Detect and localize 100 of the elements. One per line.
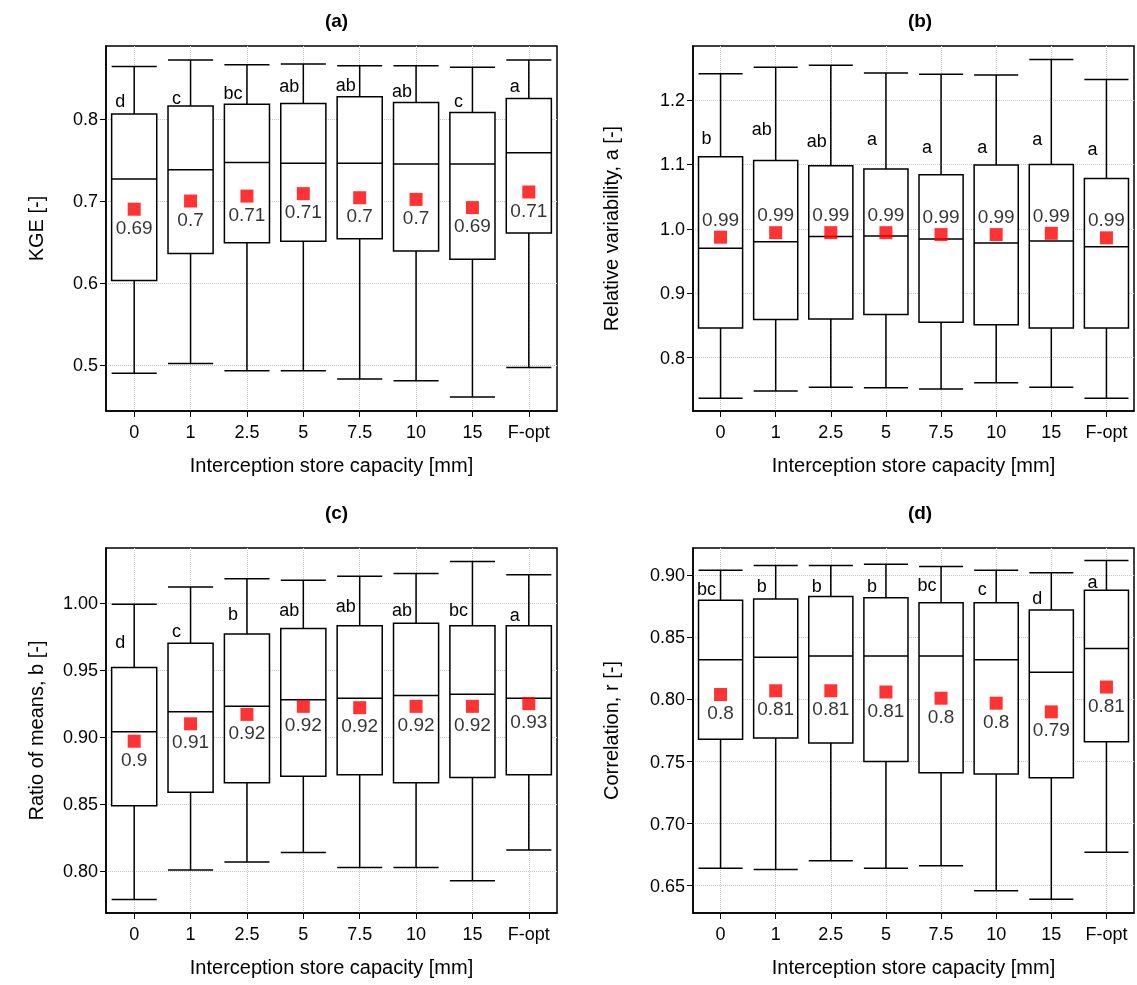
point bbox=[409, 192, 423, 206]
point bbox=[184, 717, 198, 731]
y-tick-label: 0.80 bbox=[649, 689, 685, 710]
annotation: a bbox=[509, 605, 521, 626]
x-tick-label: 5 bbox=[298, 422, 309, 442]
point bbox=[296, 187, 310, 201]
x-tick-label: 10 bbox=[406, 422, 427, 442]
x-tick-label: 2.5 bbox=[818, 924, 844, 944]
annotation: b bbox=[866, 576, 877, 597]
annotation: bc bbox=[697, 578, 717, 599]
data-label: 0.8 bbox=[982, 710, 1010, 732]
x-tick-label: F-opt bbox=[1085, 422, 1128, 442]
annotation: a bbox=[866, 129, 878, 150]
data-label: 0.92 bbox=[228, 721, 266, 743]
point bbox=[769, 684, 783, 698]
annotation: a bbox=[509, 76, 521, 97]
y-tick-label: 0.9 bbox=[659, 283, 685, 304]
y-tick-label: 1.00 bbox=[62, 593, 98, 614]
annotation: ab bbox=[279, 599, 300, 620]
y-tick-label: 0.5 bbox=[72, 355, 98, 376]
x-tick-label: 1 bbox=[770, 924, 781, 944]
annotation: ab bbox=[751, 119, 772, 140]
y-axis-title: Ratio of means, b [-] bbox=[25, 640, 47, 821]
y-tick-label: 0.7 bbox=[72, 191, 98, 212]
chart-title: (c) bbox=[324, 502, 349, 523]
annotation: ab bbox=[335, 75, 356, 96]
y-tick-label: 0.85 bbox=[62, 794, 98, 815]
annotation: b bbox=[227, 603, 238, 624]
x-axis-title: Interception store capacity [mm] bbox=[771, 956, 1056, 978]
annotation: c bbox=[977, 578, 987, 599]
data-label: 0.71 bbox=[284, 201, 322, 223]
x-tick-label: 7.5 bbox=[928, 422, 954, 442]
data-label: 0.8 bbox=[927, 705, 955, 727]
y-tick-label: 0.85 bbox=[649, 627, 685, 648]
data-label: 0.99 bbox=[977, 206, 1015, 228]
y-tick-label: 0.65 bbox=[649, 875, 685, 896]
annotation: c bbox=[172, 87, 182, 108]
point bbox=[714, 688, 728, 701]
y-axis-title: KGE [-] bbox=[25, 195, 47, 262]
annotation: ab bbox=[279, 76, 300, 97]
data-label: 0.81 bbox=[867, 699, 905, 721]
point bbox=[989, 696, 1003, 710]
data-label: 0.81 bbox=[757, 698, 795, 720]
point bbox=[127, 202, 141, 216]
x-tick-label: 10 bbox=[986, 422, 1007, 442]
x-tick-label: 15 bbox=[1041, 924, 1062, 944]
point bbox=[934, 691, 948, 705]
data-label: 0.69 bbox=[115, 216, 153, 238]
data-label: 0.99 bbox=[1032, 204, 1070, 226]
x-tick-label: 15 bbox=[462, 924, 483, 944]
annotation: a bbox=[1032, 129, 1044, 150]
y-tick-label: 0.8 bbox=[659, 347, 685, 368]
y-tick-label: 0.95 bbox=[62, 660, 98, 681]
y-tick-label: 0.80 bbox=[62, 861, 98, 882]
data-label: 0.99 bbox=[1087, 209, 1125, 231]
x-axis-title: Interception store capacity [mm] bbox=[189, 956, 474, 978]
annotation: a bbox=[1087, 571, 1099, 592]
chart-title: (b) bbox=[907, 10, 933, 31]
annotation: b bbox=[811, 576, 822, 597]
x-tick-label: 0 bbox=[715, 924, 726, 944]
x-tick-label: 10 bbox=[986, 924, 1007, 944]
data-label: 0.71 bbox=[228, 203, 266, 225]
x-tick-label: 1 bbox=[770, 422, 781, 442]
data-label: 0.81 bbox=[812, 698, 850, 720]
x-tick-label: F-opt bbox=[1085, 924, 1128, 944]
x-tick-label: 5 bbox=[880, 422, 891, 442]
x-tick-label: 1 bbox=[185, 422, 196, 442]
point bbox=[127, 734, 141, 748]
data-label: 0.92 bbox=[453, 713, 491, 735]
y-tick-label: 0.90 bbox=[62, 727, 98, 748]
point bbox=[353, 701, 367, 715]
x-tick-label: 7.5 bbox=[347, 422, 373, 442]
annotation: ab bbox=[335, 595, 356, 616]
annotation: ab bbox=[392, 81, 413, 102]
y-tick-label: 1.1 bbox=[659, 154, 685, 175]
point bbox=[1044, 705, 1058, 719]
annotation: bc bbox=[448, 599, 468, 620]
point bbox=[824, 684, 838, 698]
annotation: c bbox=[453, 90, 463, 111]
x-tick-label: 2.5 bbox=[818, 422, 844, 442]
annotation: d bbox=[1032, 587, 1043, 608]
point bbox=[522, 697, 536, 711]
data-label: 0.99 bbox=[702, 208, 740, 230]
annotation: b bbox=[756, 576, 767, 597]
annotation: a bbox=[1087, 139, 1099, 159]
point bbox=[1099, 680, 1113, 694]
point bbox=[465, 201, 479, 215]
x-tick-label: 5 bbox=[298, 924, 309, 944]
annotation: ab bbox=[806, 131, 827, 152]
y-tick-label: 0.6 bbox=[72, 273, 98, 294]
y-tick-label: 0.8 bbox=[72, 109, 98, 129]
point bbox=[522, 185, 536, 199]
y-tick-label: 0.90 bbox=[649, 565, 685, 586]
x-axis-title: Interception store capacity [mm] bbox=[771, 454, 1056, 476]
y-axis-title: Correlation, r [-] bbox=[600, 661, 622, 800]
data-label: 0.81 bbox=[1087, 694, 1125, 716]
x-tick-label: 7.5 bbox=[347, 924, 373, 944]
x-tick-label: 2.5 bbox=[234, 924, 260, 944]
data-label: 0.79 bbox=[1032, 719, 1070, 741]
point bbox=[296, 699, 310, 713]
